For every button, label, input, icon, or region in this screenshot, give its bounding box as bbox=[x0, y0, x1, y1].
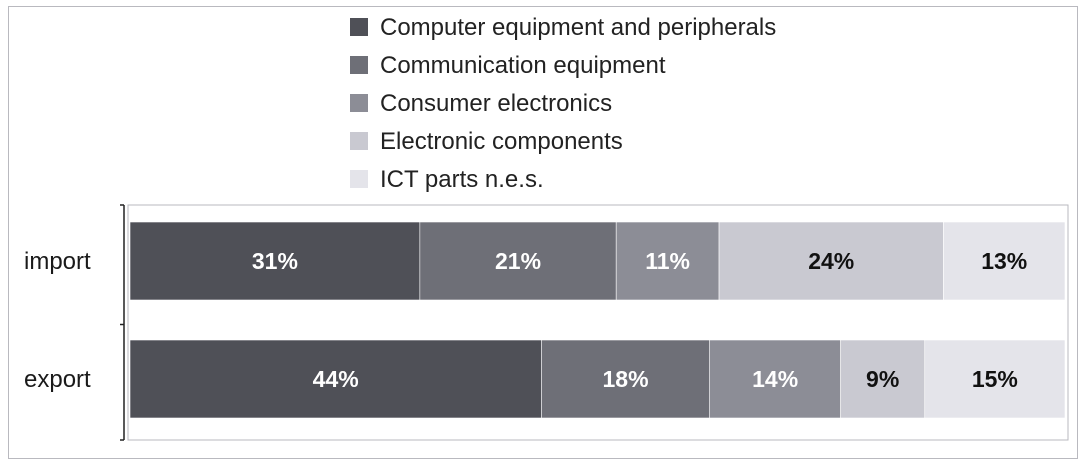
bar-label-export-communication-equipment: 18% bbox=[603, 366, 649, 392]
bar-label-import-consumer-electronics: 11% bbox=[645, 248, 690, 274]
bar-export-consumer-electronics bbox=[709, 339, 841, 419]
legend-label-ict-parts-n-e-s: ICT parts n.e.s. bbox=[380, 166, 544, 193]
bar-label-export-consumer-electronics: 14% bbox=[752, 366, 798, 392]
legend-swatch-ict-parts-n-e-s bbox=[350, 170, 368, 188]
bars: 31% 21% 11% 24% 13% 44% 18% 14% 9% 15% bbox=[129, 221, 1066, 419]
bar-label-export-computer-equipment-and-peripherals: 44% bbox=[313, 366, 359, 392]
bar-export-ict-parts-n-e-s bbox=[924, 339, 1066, 419]
bar-import-communication-equipment bbox=[419, 221, 617, 301]
bar-label-import-electronic-components: 24% bbox=[808, 248, 854, 274]
y-axis bbox=[120, 204, 125, 441]
bar-import-computer-equipment-and-peripherals bbox=[129, 221, 421, 301]
legend-swatch-electronic-components bbox=[350, 132, 368, 150]
category-label-export: export bbox=[24, 366, 91, 393]
bar-export-computer-equipment-and-peripherals bbox=[129, 339, 542, 419]
bar-import-ict-parts-n-e-s bbox=[943, 221, 1066, 301]
bar-export-communication-equipment bbox=[541, 339, 711, 419]
bar-label-export-electronic-components: 9% bbox=[866, 366, 899, 392]
legend-label-consumer-electronics: Consumer electronics bbox=[380, 90, 612, 117]
legend-label-electronic-components: Electronic components bbox=[380, 128, 623, 155]
legend: Computer equipment and peripherals Commun… bbox=[350, 14, 776, 193]
legend-label-communication-equipment: Communication equipment bbox=[380, 52, 666, 79]
legend-swatch-computer-equipment-and-peripherals bbox=[350, 18, 368, 36]
bar-import-consumer-electronics bbox=[615, 221, 720, 301]
category-label-import: import bbox=[24, 248, 91, 275]
bar-label-import-ict-parts-n-e-s: 13% bbox=[981, 248, 1027, 274]
legend-swatch-consumer-electronics bbox=[350, 94, 368, 112]
bar-label-import-communication-equipment: 21% bbox=[495, 248, 541, 274]
category-labels: import export bbox=[24, 248, 91, 393]
bar-import-electronic-components bbox=[718, 221, 944, 301]
legend-swatch-communication-equipment bbox=[350, 56, 368, 74]
bar-export-electronic-components bbox=[840, 339, 926, 419]
bar-label-export-ict-parts-n-e-s: 15% bbox=[972, 366, 1018, 392]
bar-label-import-computer-equipment-and-peripherals: 31% bbox=[252, 248, 298, 274]
legend-label-computer-equipment-and-peripherals: Computer equipment and peripherals bbox=[380, 14, 776, 41]
